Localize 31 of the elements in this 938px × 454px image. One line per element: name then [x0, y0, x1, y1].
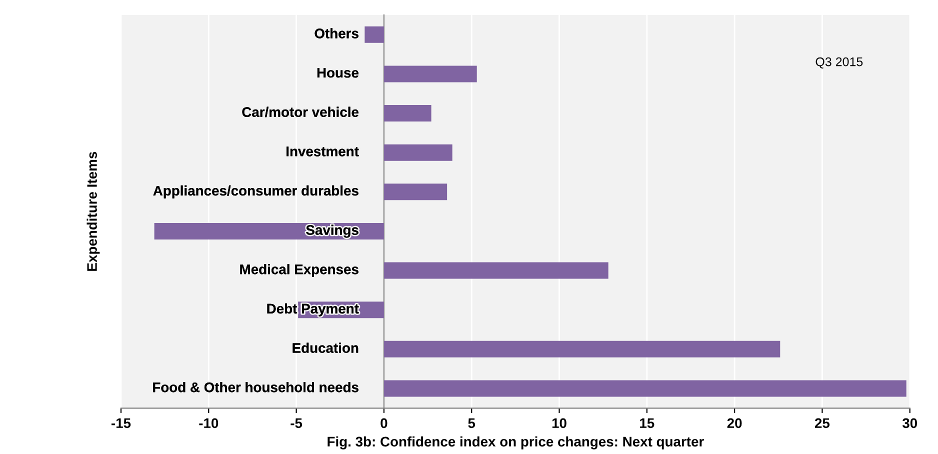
y-tick-label: Car/motor vehicle [242, 106, 358, 118]
y-axis-title: Expenditure Items [86, 152, 100, 271]
bar [384, 105, 432, 122]
x-tick-label: -15 [112, 418, 131, 428]
bar [384, 144, 452, 161]
x-tick-label: 20 [727, 418, 742, 428]
x-tick-label: 15 [640, 418, 654, 428]
y-tick-label: Medical Expenses [240, 264, 358, 278]
y-tick-label: Savings [306, 224, 358, 238]
x-tick-label: 10 [552, 418, 566, 428]
bar [384, 340, 780, 358]
y-tick-label: Education [292, 342, 358, 353]
y-tick-label: Food & Other household needs [153, 382, 358, 392]
y-tick-label: Others [314, 28, 358, 38]
y-tick-label: Investment [286, 146, 359, 156]
bar [384, 262, 608, 279]
bar [364, 26, 384, 43]
x-tick-label: 5 [468, 418, 476, 428]
y-tick-label: Debt Payment [267, 303, 359, 316]
bar [384, 66, 477, 82]
bar [384, 380, 906, 397]
x-tick-label: -5 [290, 418, 302, 428]
x-tick-label: 0 [380, 418, 388, 428]
annotation: Q3 2015 [816, 57, 863, 68]
bar [384, 184, 448, 200]
y-tick-label: Appliances/consumer durables [153, 185, 358, 198]
x-axis-title: Fig. 3b: Confidence index on price changes: Next quarter [328, 436, 704, 450]
x-tick-label: -10 [199, 418, 218, 428]
y-tick-label: House [317, 68, 358, 78]
x-tick-label: 30 [902, 418, 918, 428]
x-tick-label: 25 [814, 418, 830, 428]
